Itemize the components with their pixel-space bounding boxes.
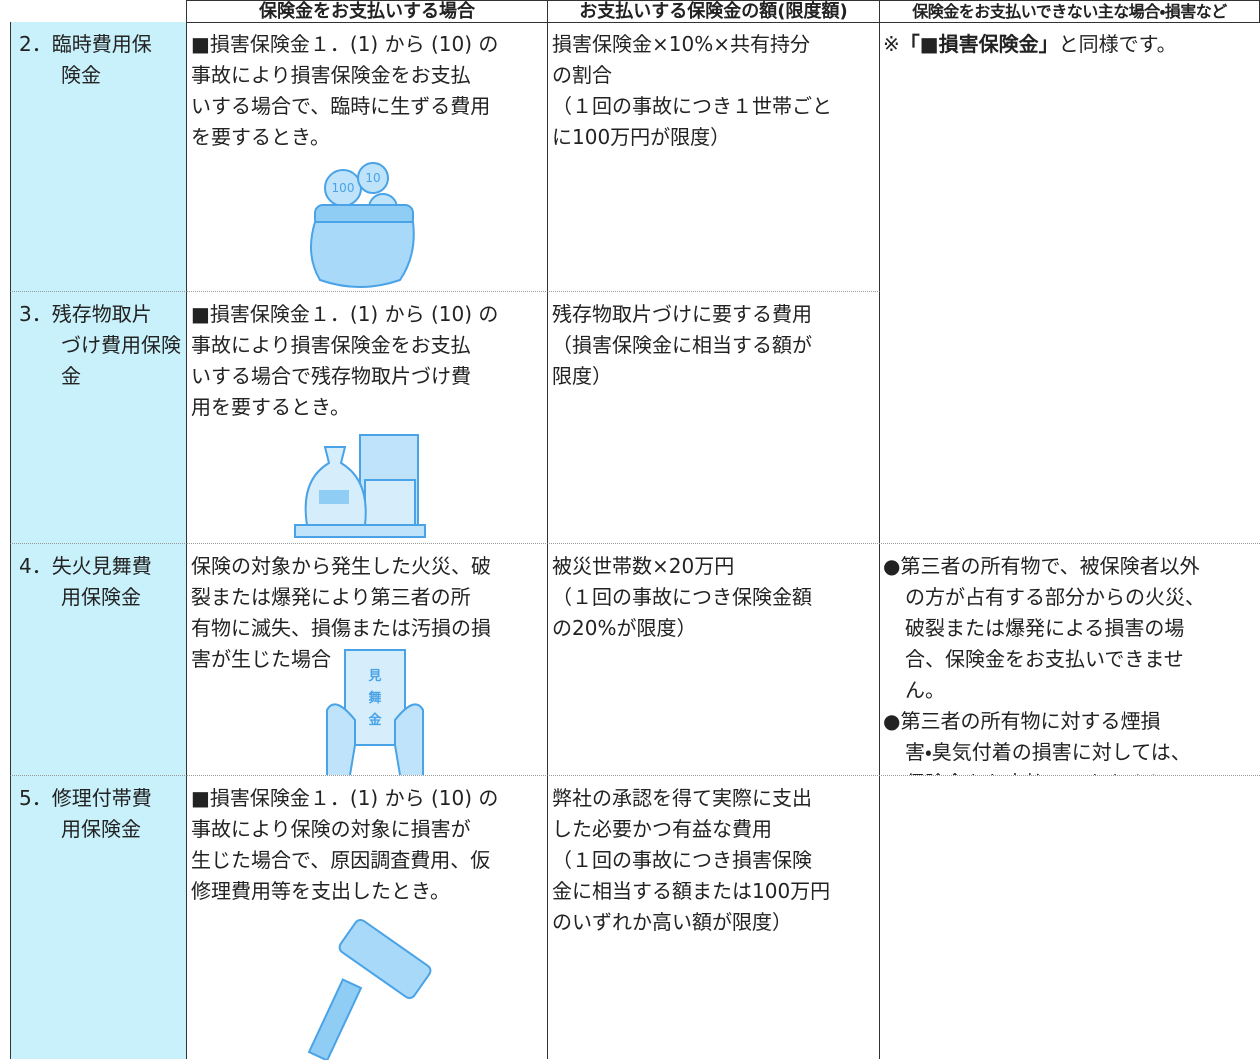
text-line: 有物に滅失、損傷または汚損の損 xyxy=(191,616,491,640)
text-line: のいずれか高い額が限度） xyxy=(552,910,792,934)
text-line: 用保険金 xyxy=(61,817,141,841)
text-line: 事故により保険の対象に損害が xyxy=(191,817,471,841)
text-line: 損害保険金×10%×共有持分 xyxy=(552,32,810,56)
text-line: （１回の事故につき１世帯ごと xyxy=(552,94,832,118)
item-cell: 2．臨時費用保険金 xyxy=(10,22,187,291)
text-line: ●第三者の所有物に対する煙損 xyxy=(883,709,1161,733)
text-line: 修理費用等を支出したとき。 xyxy=(191,879,450,903)
text-line: 合、保険金をお支払いできませ xyxy=(905,647,1184,671)
text-line: 5．修理付帯費 xyxy=(19,786,152,810)
text-line: 金 xyxy=(61,364,81,388)
amount-cell: 損害保険金×10%×共有持分 の割合 （１回の事故につき１世帯ごと に100万円が限度… xyxy=(547,22,880,291)
text-line: を要するとき。 xyxy=(191,125,330,149)
item-cell: 4．失火見舞費用保険金 xyxy=(10,543,187,775)
text-line: （１回の事故につき損害保険 xyxy=(552,848,812,872)
exclusion-text: ※「■損害保険金」と同様です。 xyxy=(883,29,1177,60)
text-line: に100万円が限度） xyxy=(552,125,731,149)
text-line: （１回の事故につき保険金額 xyxy=(552,585,812,609)
text-line: （損害保険金に相当する額が xyxy=(552,333,812,357)
text-line: 事故により損害保険金をお支払 xyxy=(191,63,471,87)
text-line: 被災世帯数×20万円 xyxy=(552,554,735,578)
exclusion-cell xyxy=(879,775,1260,1059)
text-line: の割合 xyxy=(552,63,612,87)
text-line: 害・臭気付着の損害に対しては、 xyxy=(905,740,1191,764)
text-line: 限度） xyxy=(552,364,612,388)
envelope-illustration: 見 舞 金 xyxy=(326,649,424,776)
text-line: した必要かつ有益な費用 xyxy=(552,817,772,841)
exclusion-bold: 「■損害保険金」 xyxy=(899,32,1059,56)
text-line: の方が占有する部分からの火災、 xyxy=(905,585,1205,609)
text-line: いする場合で残存物取片づけ費 xyxy=(191,364,471,388)
text-line: ■損害保険金１．(1) から (10) の xyxy=(191,302,499,326)
text-line: の20%が限度） xyxy=(552,616,697,640)
text-line: 裂または爆発により第三者の所 xyxy=(191,585,471,609)
envelope-text: 舞 xyxy=(367,690,381,706)
when-cell: ■損害保険金１．(1) から (10) の事故により損害保険金をお支払 いする場合… xyxy=(186,22,548,291)
when-cell: 保険の対象から発生した火災、破 裂または爆発により第三者の所 有物に滅失、損傷または… xyxy=(186,543,548,775)
purse-illustration: 100 10 500 xyxy=(310,162,415,288)
debris-illustration xyxy=(294,434,426,538)
exclusion-cell: ●第三者の所有物で、被保険者以外の方が占有する部分からの火災、 破裂または爆発によ… xyxy=(879,543,1260,775)
envelope-text: 金 xyxy=(368,712,382,728)
amount-cell: 残存物取片づけに要する費用 （損害保険金に相当する額が 限度） xyxy=(547,291,880,543)
when-cell: ■損害保険金１．(1) から (10) の事故により保険の対象に損害が 生じた場合… xyxy=(186,775,548,1059)
text-line: 事故により損害保険金をお支払 xyxy=(191,333,471,357)
text-line: ■損害保険金１．(1) から (10) の xyxy=(191,32,499,56)
item-cell: 5．修理付帯費用保険金 xyxy=(10,775,187,1059)
when-cell: ■損害保険金１．(1) から (10) の事故により損害保険金をお支払 いする場合… xyxy=(186,291,548,543)
text-line: 険金 xyxy=(61,63,101,87)
hammer-illustration xyxy=(307,918,432,1060)
item-cell: 3．残存物取片づけ費用保険金 xyxy=(10,291,187,543)
text-line: 2．臨時費用保 xyxy=(19,32,152,56)
exclusion-rest: と同様です。 xyxy=(1058,32,1177,56)
text-line: 金に相当する額または100万円 xyxy=(552,879,831,903)
envelope-text: 見 xyxy=(367,669,381,684)
text-line: 4．失火見舞費 xyxy=(19,554,152,578)
text-line: ん。 xyxy=(905,678,945,702)
text-line: 弊社の承認を得て実際に支出 xyxy=(552,786,812,810)
text-line: 用を要するとき。 xyxy=(191,395,350,419)
text-line: づけ費用保険 xyxy=(61,333,181,357)
text-line: 生じた場合で、原因調査費用、仮 xyxy=(191,848,491,872)
text-line: 用保険金 xyxy=(61,585,141,609)
text-line: 3．残存物取片 xyxy=(19,302,152,326)
text-line: 残存物取片づけに要する費用 xyxy=(552,302,812,326)
header-cell: 保険金をお支払いできない主な場合・損害など xyxy=(879,0,1260,23)
exclusion-cell: ※「■損害保険金」と同様です。 xyxy=(879,22,1260,543)
text-line: 保険の対象から発生した火災、破 xyxy=(191,554,491,578)
coin-label: 10 xyxy=(365,171,380,185)
exclusion-mark: ※ xyxy=(883,32,900,56)
amount-cell: 弊社の承認を得て実際に支出 した必要かつ有益な費用 （１回の事故につき損害保険 金に相… xyxy=(547,775,880,1059)
header-cell: お支払いする保険金の額(限度額) xyxy=(547,0,880,23)
text-line: 害が生じた場合 xyxy=(191,647,331,671)
amount-cell: 被災世帯数×20万円 （１回の事故につき保険金額 の20%が限度） xyxy=(547,543,880,775)
header-cell: 保険金をお支払いする場合 xyxy=(186,0,548,23)
text-line: 破裂または爆発による損害の場 xyxy=(905,616,1185,640)
text-line: ●第三者の所有物で、被保険者以外 xyxy=(883,554,1200,578)
text-line: ■損害保険金１．(1) から (10) の xyxy=(191,786,499,810)
text-line: いする場合で、臨時に生ずる費用 xyxy=(191,94,491,118)
coin-label: 100 xyxy=(332,181,355,195)
